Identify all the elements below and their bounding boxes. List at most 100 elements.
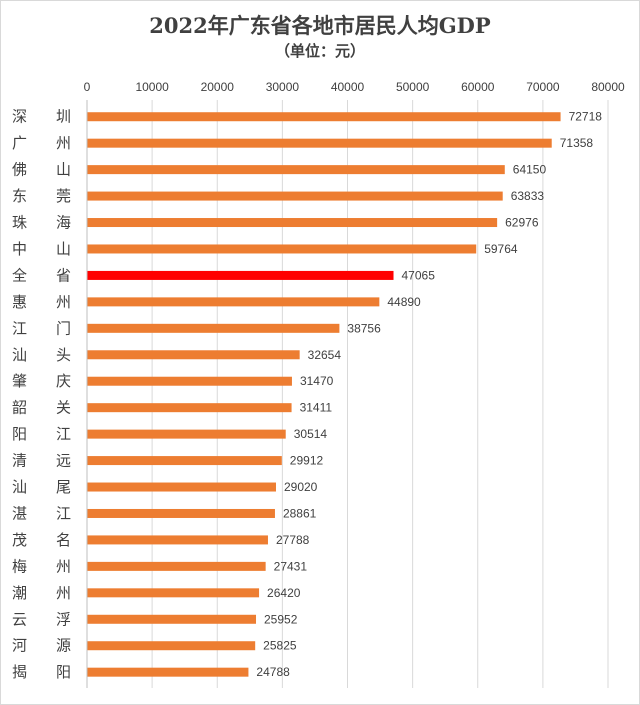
- data-label: 59764: [484, 242, 518, 256]
- category-label: 惠: [12, 293, 27, 311]
- bar: [87, 429, 286, 439]
- category-label: 江: [56, 425, 71, 443]
- data-label: 38756: [347, 321, 381, 335]
- bar: [87, 323, 340, 333]
- bar: [87, 508, 275, 518]
- data-label: 30514: [294, 427, 328, 441]
- category-label: 东: [12, 187, 27, 205]
- x-tick-label: 10000: [135, 80, 169, 94]
- bar: [87, 535, 268, 545]
- category-label: 山: [56, 161, 71, 179]
- data-label: 31470: [300, 374, 334, 388]
- category-label: 揭: [12, 663, 27, 681]
- category-label: 湛: [12, 504, 27, 522]
- data-label: 26420: [267, 586, 301, 600]
- category-label: 山: [56, 240, 71, 258]
- bar: [87, 614, 257, 624]
- data-label: 27431: [274, 559, 308, 573]
- chart-subtitle: （单位：元）: [274, 42, 365, 60]
- bar: [87, 244, 477, 254]
- bar: [87, 165, 505, 175]
- category-label: 门: [56, 319, 71, 337]
- category-label: 莞: [56, 187, 71, 205]
- category-label: 广: [12, 134, 27, 152]
- category-label: 州: [56, 557, 71, 575]
- category-label: 海: [56, 214, 71, 232]
- bar: [87, 482, 276, 492]
- category-label: 河: [12, 637, 27, 655]
- bar: [87, 376, 292, 386]
- category-label: 远: [56, 452, 71, 470]
- bar: [87, 191, 503, 201]
- category-label: 深: [12, 108, 27, 126]
- data-label: 63833: [511, 189, 545, 203]
- category-label: 汕: [12, 346, 27, 364]
- x-tick-label: 60000: [461, 80, 495, 94]
- category-label: 阳: [56, 663, 71, 681]
- data-label: 25952: [264, 612, 298, 626]
- bar: [87, 350, 300, 360]
- data-label: 62976: [505, 216, 539, 230]
- category-label: 肇: [12, 372, 27, 390]
- category-label: 梅: [12, 557, 27, 575]
- data-label: 32654: [308, 348, 342, 362]
- x-tick-label: 0: [84, 80, 91, 94]
- category-label: 潮: [12, 584, 27, 602]
- category-label: 江: [56, 504, 71, 522]
- category-label: 州: [56, 584, 71, 602]
- x-tick-label: 50000: [396, 80, 430, 94]
- category-label: 州: [56, 134, 71, 152]
- category-label: 汕: [12, 478, 27, 496]
- category-label: 阳: [12, 425, 27, 443]
- data-label: 72718: [569, 110, 603, 124]
- data-label: 25825: [263, 639, 297, 653]
- bar: [87, 561, 266, 571]
- category-label: 浮: [56, 610, 71, 628]
- bar: [87, 667, 249, 677]
- category-label: 关: [56, 399, 71, 417]
- bar: [87, 641, 256, 651]
- bar: [87, 218, 498, 228]
- x-tick-label: 70000: [526, 80, 560, 94]
- data-label: 28861: [283, 506, 317, 520]
- x-tick-label: 30000: [266, 80, 300, 94]
- x-tick-label: 80000: [591, 80, 625, 94]
- data-label: 27788: [276, 533, 310, 547]
- category-label: 源: [56, 637, 71, 655]
- category-label: 尾: [56, 478, 71, 496]
- bar: [87, 138, 552, 148]
- category-label: 州: [56, 293, 71, 311]
- category-label: 佛: [12, 161, 27, 179]
- bar: [87, 403, 292, 413]
- data-label: 71358: [560, 136, 594, 150]
- bar: [87, 297, 380, 307]
- category-label: 清: [12, 452, 27, 470]
- category-label: 茂: [12, 531, 27, 549]
- chart-title: 2022年广东省各地市居民人均GDP: [149, 13, 491, 38]
- category-label: 韶: [12, 399, 27, 417]
- data-label: 29020: [284, 480, 318, 494]
- category-label: 省: [56, 266, 71, 284]
- category-label: 云: [12, 610, 27, 628]
- category-label: 珠: [12, 214, 27, 232]
- category-label: 名: [56, 531, 71, 549]
- category-label: 中: [12, 240, 27, 258]
- data-label: 24788: [256, 665, 290, 679]
- category-label: 庆: [56, 372, 71, 390]
- category-label: 圳: [56, 108, 71, 126]
- bar: [87, 270, 394, 280]
- category-label: 全: [12, 266, 27, 284]
- bar: [87, 112, 561, 122]
- data-label: 64150: [513, 163, 547, 177]
- data-label: 29912: [290, 454, 324, 468]
- data-label: 44890: [387, 295, 421, 309]
- bar: [87, 588, 260, 598]
- category-label: 江: [12, 319, 27, 337]
- data-label: 47065: [402, 268, 436, 282]
- category-label: 头: [56, 346, 71, 364]
- x-tick-label: 40000: [331, 80, 365, 94]
- data-label: 31411: [300, 401, 333, 415]
- x-tick-label: 20000: [201, 80, 235, 94]
- bar: [87, 456, 282, 466]
